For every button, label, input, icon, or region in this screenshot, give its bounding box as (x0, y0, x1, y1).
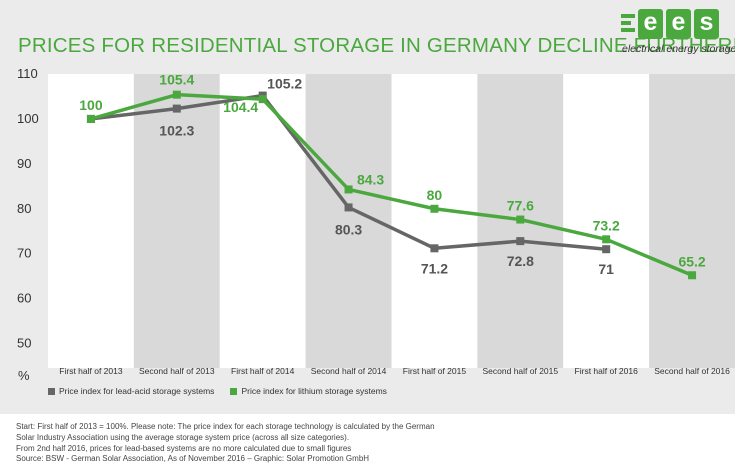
legend-label: Price index for lithium storage systems (241, 386, 387, 396)
logo-letter: e (666, 9, 691, 39)
data-point (344, 203, 353, 212)
data-label: 80 (427, 187, 443, 203)
data-label: 65.2 (678, 253, 705, 269)
data-label: 102.3 (159, 123, 194, 139)
data-label: 72.8 (507, 253, 534, 269)
line-chart: 50 60 70 80 90 100 110% First half of 2013 Secon… (17, 66, 735, 383)
y-tick-label: 60 (17, 291, 31, 306)
footnote-line: Source: BSW - German Solar Association, … (16, 454, 370, 464)
x-tick-label: Second half of 2015 (483, 366, 559, 376)
y-tick-label: 100 (17, 111, 39, 126)
legend-item-lithium: Price index for lithium storage systems (230, 386, 387, 396)
x-tick-label: First half of 2014 (231, 366, 295, 376)
data-label: 105.4 (159, 72, 194, 88)
data-label: 71 (598, 261, 614, 277)
y-axis-label: % (18, 368, 30, 383)
data-label: 80.3 (335, 221, 362, 237)
column-band (48, 74, 134, 368)
logo-letter: e (638, 9, 663, 39)
data-point (602, 245, 611, 254)
logo-bars-icon (621, 14, 635, 36)
column-band (219, 74, 306, 368)
data-point (602, 235, 611, 244)
data-label: 100 (79, 97, 103, 113)
data-label: 73.2 (593, 217, 620, 233)
logo-subtitle: electrical energy storage (622, 43, 735, 55)
x-tick-label: Second half of 2014 (311, 366, 387, 376)
data-label: 71.2 (421, 260, 448, 276)
data-label: 105.2 (267, 76, 302, 92)
legend-swatch (230, 387, 238, 395)
column-band (649, 74, 735, 368)
y-tick-label: 80 (17, 201, 31, 216)
footnote-line: Start: First half of 2013 = 100%. Please… (16, 422, 435, 431)
ees-logo: e e s electrical energy storage (621, 8, 735, 60)
data-point (516, 237, 525, 246)
column-band (391, 74, 478, 368)
legend-item-lead-acid: Price index for lead-acid storage system… (48, 386, 214, 396)
y-tick-label: 90 (17, 156, 31, 171)
chart-legend: Price index for lead-acid storage system… (48, 386, 387, 396)
data-point (86, 114, 95, 123)
column-band (563, 74, 650, 368)
data-point (516, 215, 525, 224)
data-label: 84.3 (357, 171, 384, 187)
data-label: 77.6 (507, 198, 534, 214)
footnote: Start: First half of 2013 = 100%. Please… (16, 422, 476, 465)
data-point (688, 271, 697, 280)
data-point (430, 204, 439, 213)
column-band (133, 74, 220, 368)
logo-letters: e e s (638, 9, 719, 39)
data-label: 104.4 (223, 99, 258, 115)
series-line (90, 92, 693, 277)
legend-label: Price index for lead-acid storage system… (59, 386, 215, 396)
y-tick-label: 70 (17, 246, 31, 261)
x-tick-label: Second half of 2013 (139, 366, 215, 376)
x-tick-label: Second half of 2016 (654, 366, 730, 376)
y-tick-label: 50 (17, 336, 31, 351)
data-point (172, 90, 181, 99)
data-point (430, 244, 439, 253)
x-tick-label: First half of 2015 (403, 366, 467, 376)
data-point (172, 104, 181, 113)
data-point (258, 95, 267, 104)
chart-title: PRICES FOR RESIDENTIAL STORAGE IN GERMAN… (18, 34, 735, 57)
x-tick-label: First half of 2016 (575, 366, 639, 376)
legend-swatch (48, 387, 55, 395)
data-point (344, 185, 353, 194)
logo-letter: s (694, 9, 719, 39)
footnote-line: Solar Industry Association using the ave… (16, 432, 350, 442)
y-tick-label: 110 (17, 66, 38, 81)
x-tick-label: First half of 2013 (59, 366, 123, 376)
footnote-line: From 2nd half 2016, prices for lead-base… (16, 443, 352, 453)
